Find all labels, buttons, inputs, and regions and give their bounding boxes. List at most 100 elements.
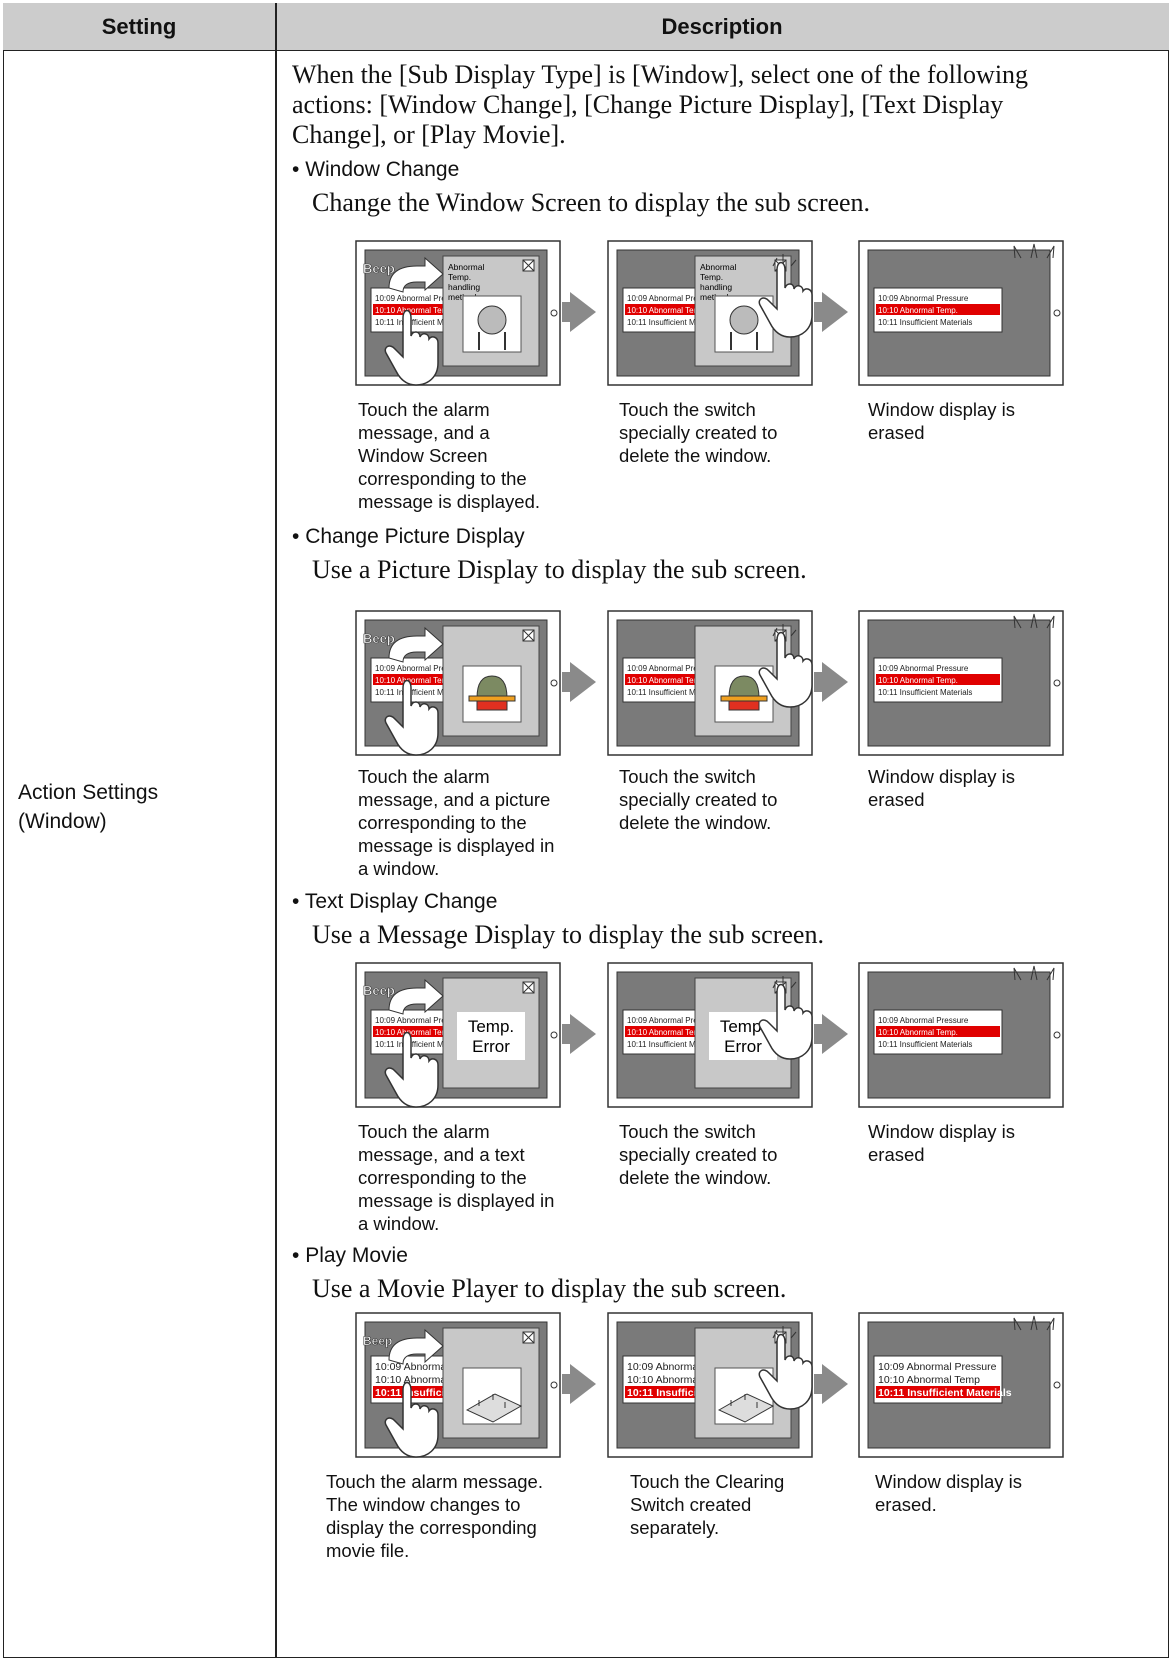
- step-arrow-stem: [562, 1374, 571, 1394]
- step-arrow-stem: [814, 302, 823, 322]
- caption-line: corresponding to the: [358, 468, 527, 489]
- erase-mark: [1013, 245, 1022, 259]
- action-title: Play Movie: [305, 1244, 408, 1267]
- alarm-highlight: [373, 674, 493, 685]
- action-description: Use a Message Display to display the sub…: [312, 920, 824, 949]
- caption-line: Window display is: [868, 766, 1016, 787]
- caption-line: Switch created: [630, 1494, 752, 1515]
- beep-text: Beep: [363, 261, 395, 276]
- close-x: [522, 629, 535, 642]
- alarm-text: 10:10 Abnormal Temp.: [627, 1028, 707, 1037]
- window-text: handling: [448, 282, 480, 292]
- step-arrow-stem: [814, 672, 823, 692]
- touch-mark: [772, 976, 797, 989]
- close-x: [522, 1331, 535, 1344]
- step-caption: Touch the alarm message, and a picture cor…: [358, 765, 554, 880]
- caption-line: erased: [868, 789, 925, 810]
- alarm-text: 10:11 Insufficient Materials: [375, 1040, 469, 1049]
- text-box: [457, 1012, 525, 1060]
- step-caption: Touch the switch specially created to dele…: [619, 1120, 777, 1189]
- step-arrow: [570, 662, 596, 702]
- step-caption: Window display is erased: [868, 398, 1015, 444]
- step-arrow-stem: [814, 1374, 823, 1394]
- alarm-highlight: [625, 1026, 745, 1037]
- header-cell: Setting: [101, 14, 177, 39]
- window-text: Temp.: [448, 272, 471, 282]
- bullet-dot: •: [292, 525, 306, 548]
- alarm-text: 10:11 Insufficient Materials: [627, 1040, 721, 1049]
- intro-line: actions: [Window Change], [Change Pictur…: [292, 90, 1004, 119]
- picture-icon: [477, 305, 507, 335]
- alarm-text: 10:11 Insufficient Materials: [375, 318, 469, 327]
- caption-line: Window Screen: [358, 445, 488, 466]
- action-bullet: • Change Picture Display: [292, 525, 525, 549]
- step-caption: Touch the alarm message, and a Window Scre…: [358, 398, 540, 513]
- intro: When the [Sub Display Type] is [Window],…: [292, 60, 1028, 150]
- hand: [384, 309, 439, 386]
- bullet-dot: •: [292, 1244, 306, 1267]
- caption-line: delete the window.: [619, 1167, 772, 1188]
- alarm-text: 10:11 Insufficient Materials: [878, 318, 972, 327]
- column-divider: [275, 3, 277, 1658]
- screen-button: [1053, 679, 1061, 687]
- hand: [384, 1031, 439, 1108]
- alarm-text: 10:09 Abnormal Pressure: [878, 294, 969, 303]
- alarm-highlight: [876, 304, 1000, 315]
- caption-line: message, and a: [358, 422, 490, 443]
- caption-line: specially created to: [619, 1144, 778, 1165]
- alarm-highlight: [373, 304, 493, 315]
- screen-illustration: 10:09 Abnormal Pressure 10:10 Abnormal Te…: [607, 962, 813, 1108]
- caption-line: erased.: [875, 1494, 937, 1515]
- alarm-text: 10:11 Insufficient Materials: [878, 1040, 972, 1049]
- setting-cell: Action Settings (Window): [18, 778, 158, 836]
- alarm-highlight: [625, 674, 745, 685]
- intro-line: When the [Sub Display Type] is [Window],…: [292, 60, 1029, 89]
- caption-line: Touch the switch: [619, 399, 756, 420]
- picture-icon: [476, 700, 508, 711]
- action-bullet: • Text Display Change: [292, 890, 497, 914]
- action-title: Window Change: [305, 158, 460, 181]
- caption-line: movie file.: [326, 1540, 410, 1561]
- alarm-text: 10:09 Abnormal Pressure: [878, 664, 969, 673]
- caption-line: Touch the alarm: [358, 766, 490, 787]
- caption-line: message is displayed.: [358, 491, 541, 512]
- action-title: Text Display Change: [304, 890, 498, 913]
- caption-line: display the corresponding: [326, 1517, 537, 1538]
- flow-arrow: [388, 1328, 444, 1365]
- alarm-highlight: [876, 1386, 1000, 1398]
- alarm-text: 10:11 Insufficient Materials: [878, 1387, 1012, 1399]
- screen-button: [550, 679, 558, 687]
- step-caption: Window display is erased: [868, 1120, 1015, 1166]
- picture-icon: [468, 695, 516, 702]
- caption-line: a window.: [358, 1213, 440, 1234]
- erase-mark: [1030, 1315, 1038, 1331]
- alarm-highlight: [373, 1026, 493, 1037]
- window-text: Error: [472, 1037, 510, 1056]
- flow-arrow: [388, 256, 444, 293]
- screen-button: [550, 309, 558, 317]
- erase-mark: [1013, 1317, 1022, 1331]
- caption-line: message is displayed in: [358, 835, 555, 856]
- step-arrow: [822, 292, 848, 332]
- step-arrow-stem: [562, 302, 571, 322]
- header-row: [3, 3, 1169, 51]
- alarm-text: 10:11 Insufficient Materials: [627, 318, 721, 327]
- alarm-text: 10:10 Abnormal Temp.: [627, 676, 707, 685]
- action-description: Use a Picture Display to display the sub…: [312, 555, 807, 584]
- action-title: Change Picture Display: [305, 525, 525, 548]
- hand: [758, 631, 813, 708]
- alarm-text: 10:09 Abnormal Pressure: [627, 1016, 718, 1025]
- picture-icon: [729, 305, 759, 335]
- caption-line: specially created to: [619, 789, 778, 810]
- caption-line: delete the window.: [619, 812, 772, 833]
- step-caption: Touch the alarm message, and a text corres…: [358, 1120, 554, 1235]
- close-x: [522, 981, 535, 994]
